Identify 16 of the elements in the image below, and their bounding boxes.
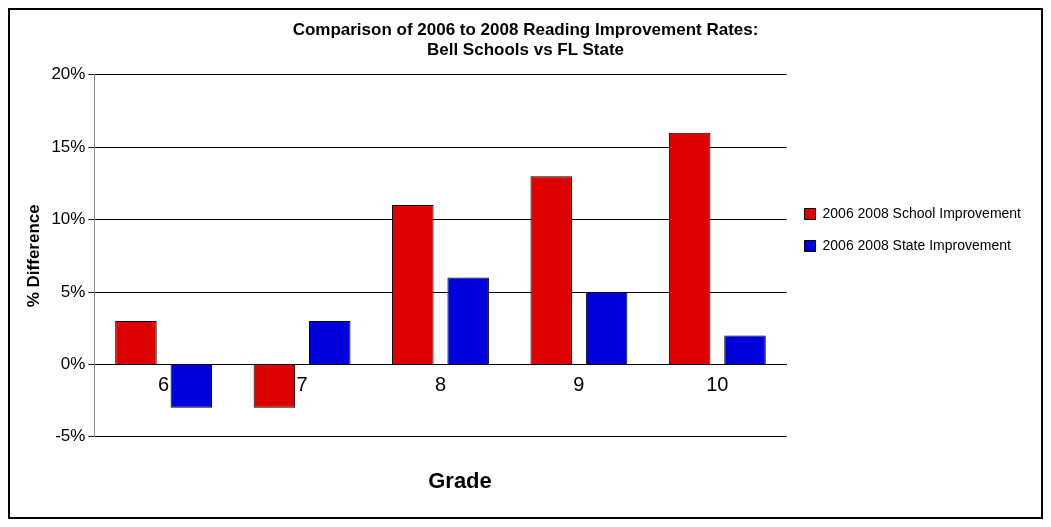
y-tick-label: 20% xyxy=(51,64,86,84)
x-axis-title: Grade xyxy=(427,467,493,494)
y-tick-label: -5% xyxy=(55,426,86,446)
legend-label: 2006 2008 School Improvement xyxy=(822,204,1022,221)
y-axis-title: % Difference xyxy=(23,204,43,308)
x-tick-label: 8 xyxy=(434,372,447,395)
y-tick-label: 10% xyxy=(51,209,86,229)
chart-title: Comparison of 2006 to 2008 Reading Improvement Rates: Bell Schools vs FL State xyxy=(292,19,759,60)
y-tick-label: 0% xyxy=(60,354,86,374)
y-tick-label: 5% xyxy=(60,281,86,301)
legend-label: 2006 2008 State Improvement xyxy=(822,236,1011,253)
y-tick-label: 15% xyxy=(51,136,86,156)
x-tick-label: 7 xyxy=(296,372,308,395)
x-tick-label: 9 xyxy=(573,372,585,395)
x-tick-label: 6 xyxy=(158,372,170,395)
x-tick-label: 10 xyxy=(706,372,729,395)
